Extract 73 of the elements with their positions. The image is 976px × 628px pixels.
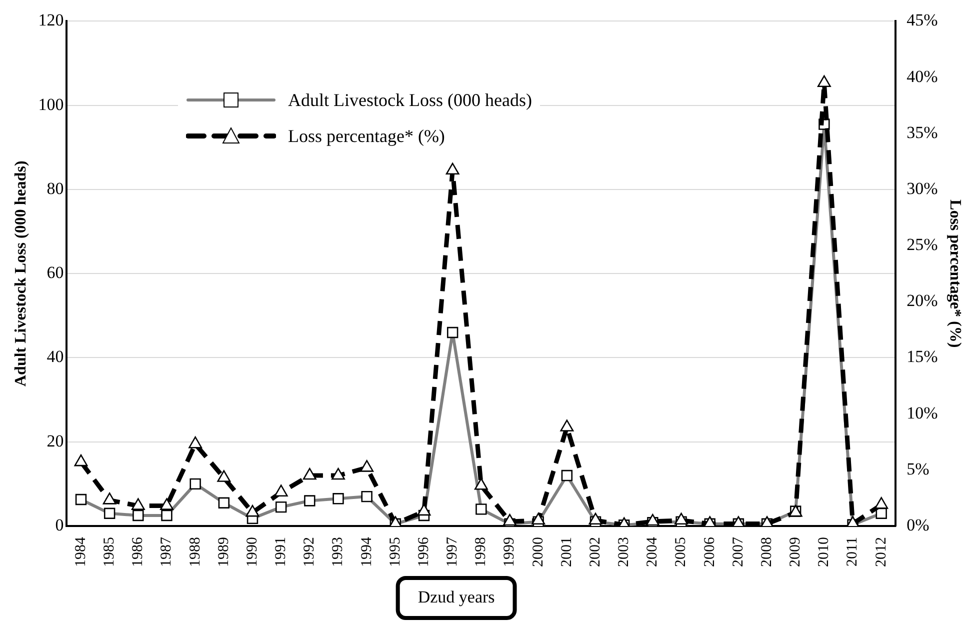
x-tick-label: 1990	[244, 537, 260, 567]
y2-axis-title: Loss percentage* (%)	[946, 200, 964, 348]
point	[874, 497, 888, 509]
x-tick-label: 2012	[873, 537, 890, 567]
point	[74, 454, 88, 466]
point	[646, 514, 660, 526]
x-tick-label: 2002	[587, 537, 604, 567]
x-tick-label: 1994	[358, 536, 375, 567]
y2-tick-label: 45%	[906, 10, 938, 30]
y-tick-label: 0	[55, 515, 64, 534]
legend-label: Loss percentage* (%)	[288, 126, 445, 146]
point	[532, 512, 546, 525]
point	[560, 420, 574, 432]
x-tick-label: 2005	[673, 537, 690, 567]
x-tick-label: 2001	[558, 537, 575, 567]
x-tick-label: 1989	[216, 537, 232, 567]
point	[332, 468, 345, 480]
point	[102, 492, 116, 504]
y-tick-label: 40	[46, 347, 64, 366]
point	[360, 460, 374, 472]
x-tick-label: 2007	[730, 536, 746, 567]
y-tick-label: 120	[38, 10, 64, 30]
y-axis-title: Adult Livestock Loss (000 heads)	[12, 160, 30, 387]
y-tick-label: 20	[46, 431, 64, 450]
point	[131, 498, 145, 510]
y2-tick-label: 10%	[906, 403, 938, 422]
point	[417, 504, 431, 516]
x-tick-label: 1998	[473, 537, 490, 567]
y2-tick-label: 20%	[906, 291, 938, 310]
x-tick-label: 2000	[530, 537, 546, 567]
x-tick-label: 1984	[72, 536, 89, 567]
point	[246, 504, 260, 517]
point	[188, 436, 202, 448]
point	[474, 478, 488, 490]
y2-tick-label: 5%	[906, 459, 930, 478]
x-tick-label: 1999	[502, 537, 518, 567]
x-tick-label: 1996	[416, 536, 432, 567]
x-tick-label: 2006	[702, 536, 718, 567]
y-tick-label: 60	[46, 263, 64, 282]
x-tick-label: 1997	[444, 536, 461, 567]
x-tick-label: 1995	[387, 537, 404, 567]
x-tick-label: 2003	[616, 537, 632, 567]
y2-tick-label: 15%	[906, 347, 938, 366]
x-tick-label: 1992	[302, 537, 318, 567]
y2-tick-label: 25%	[906, 235, 938, 254]
x-tick-label: 2008	[758, 537, 775, 567]
x-tick-label: 2009	[788, 537, 804, 567]
point	[588, 512, 602, 525]
y-tick-label: 80	[46, 178, 64, 198]
y2-tick-label: 40%	[906, 66, 938, 86]
y-tick-label: 100	[38, 94, 64, 114]
x-tick-label: 1988	[187, 537, 204, 567]
point	[817, 75, 831, 88]
point	[217, 470, 231, 482]
point	[160, 498, 174, 510]
x-tick-label: 1986	[130, 536, 146, 567]
x-tick-label: 2011	[844, 537, 861, 566]
point	[274, 484, 288, 496]
y2-tick-label: 35%	[906, 122, 938, 142]
x-tick-label: 1985	[102, 537, 118, 567]
x-tick-label: 2010	[816, 537, 832, 567]
point	[302, 468, 316, 480]
x-tick-label: 1993	[330, 537, 346, 567]
text: Dzud years	[418, 587, 495, 606]
x-tick-label: 2004	[644, 536, 661, 567]
x-tick-label: 1991	[273, 537, 290, 567]
point	[503, 514, 516, 526]
legend-label: Adult Livestock Loss (000 heads)	[288, 90, 532, 110]
point	[446, 162, 460, 175]
y2-tick-label: 0%	[906, 515, 930, 534]
x-tick-label: 1987	[158, 536, 175, 567]
point	[674, 512, 688, 525]
y2-tick-label: 30%	[906, 178, 938, 198]
